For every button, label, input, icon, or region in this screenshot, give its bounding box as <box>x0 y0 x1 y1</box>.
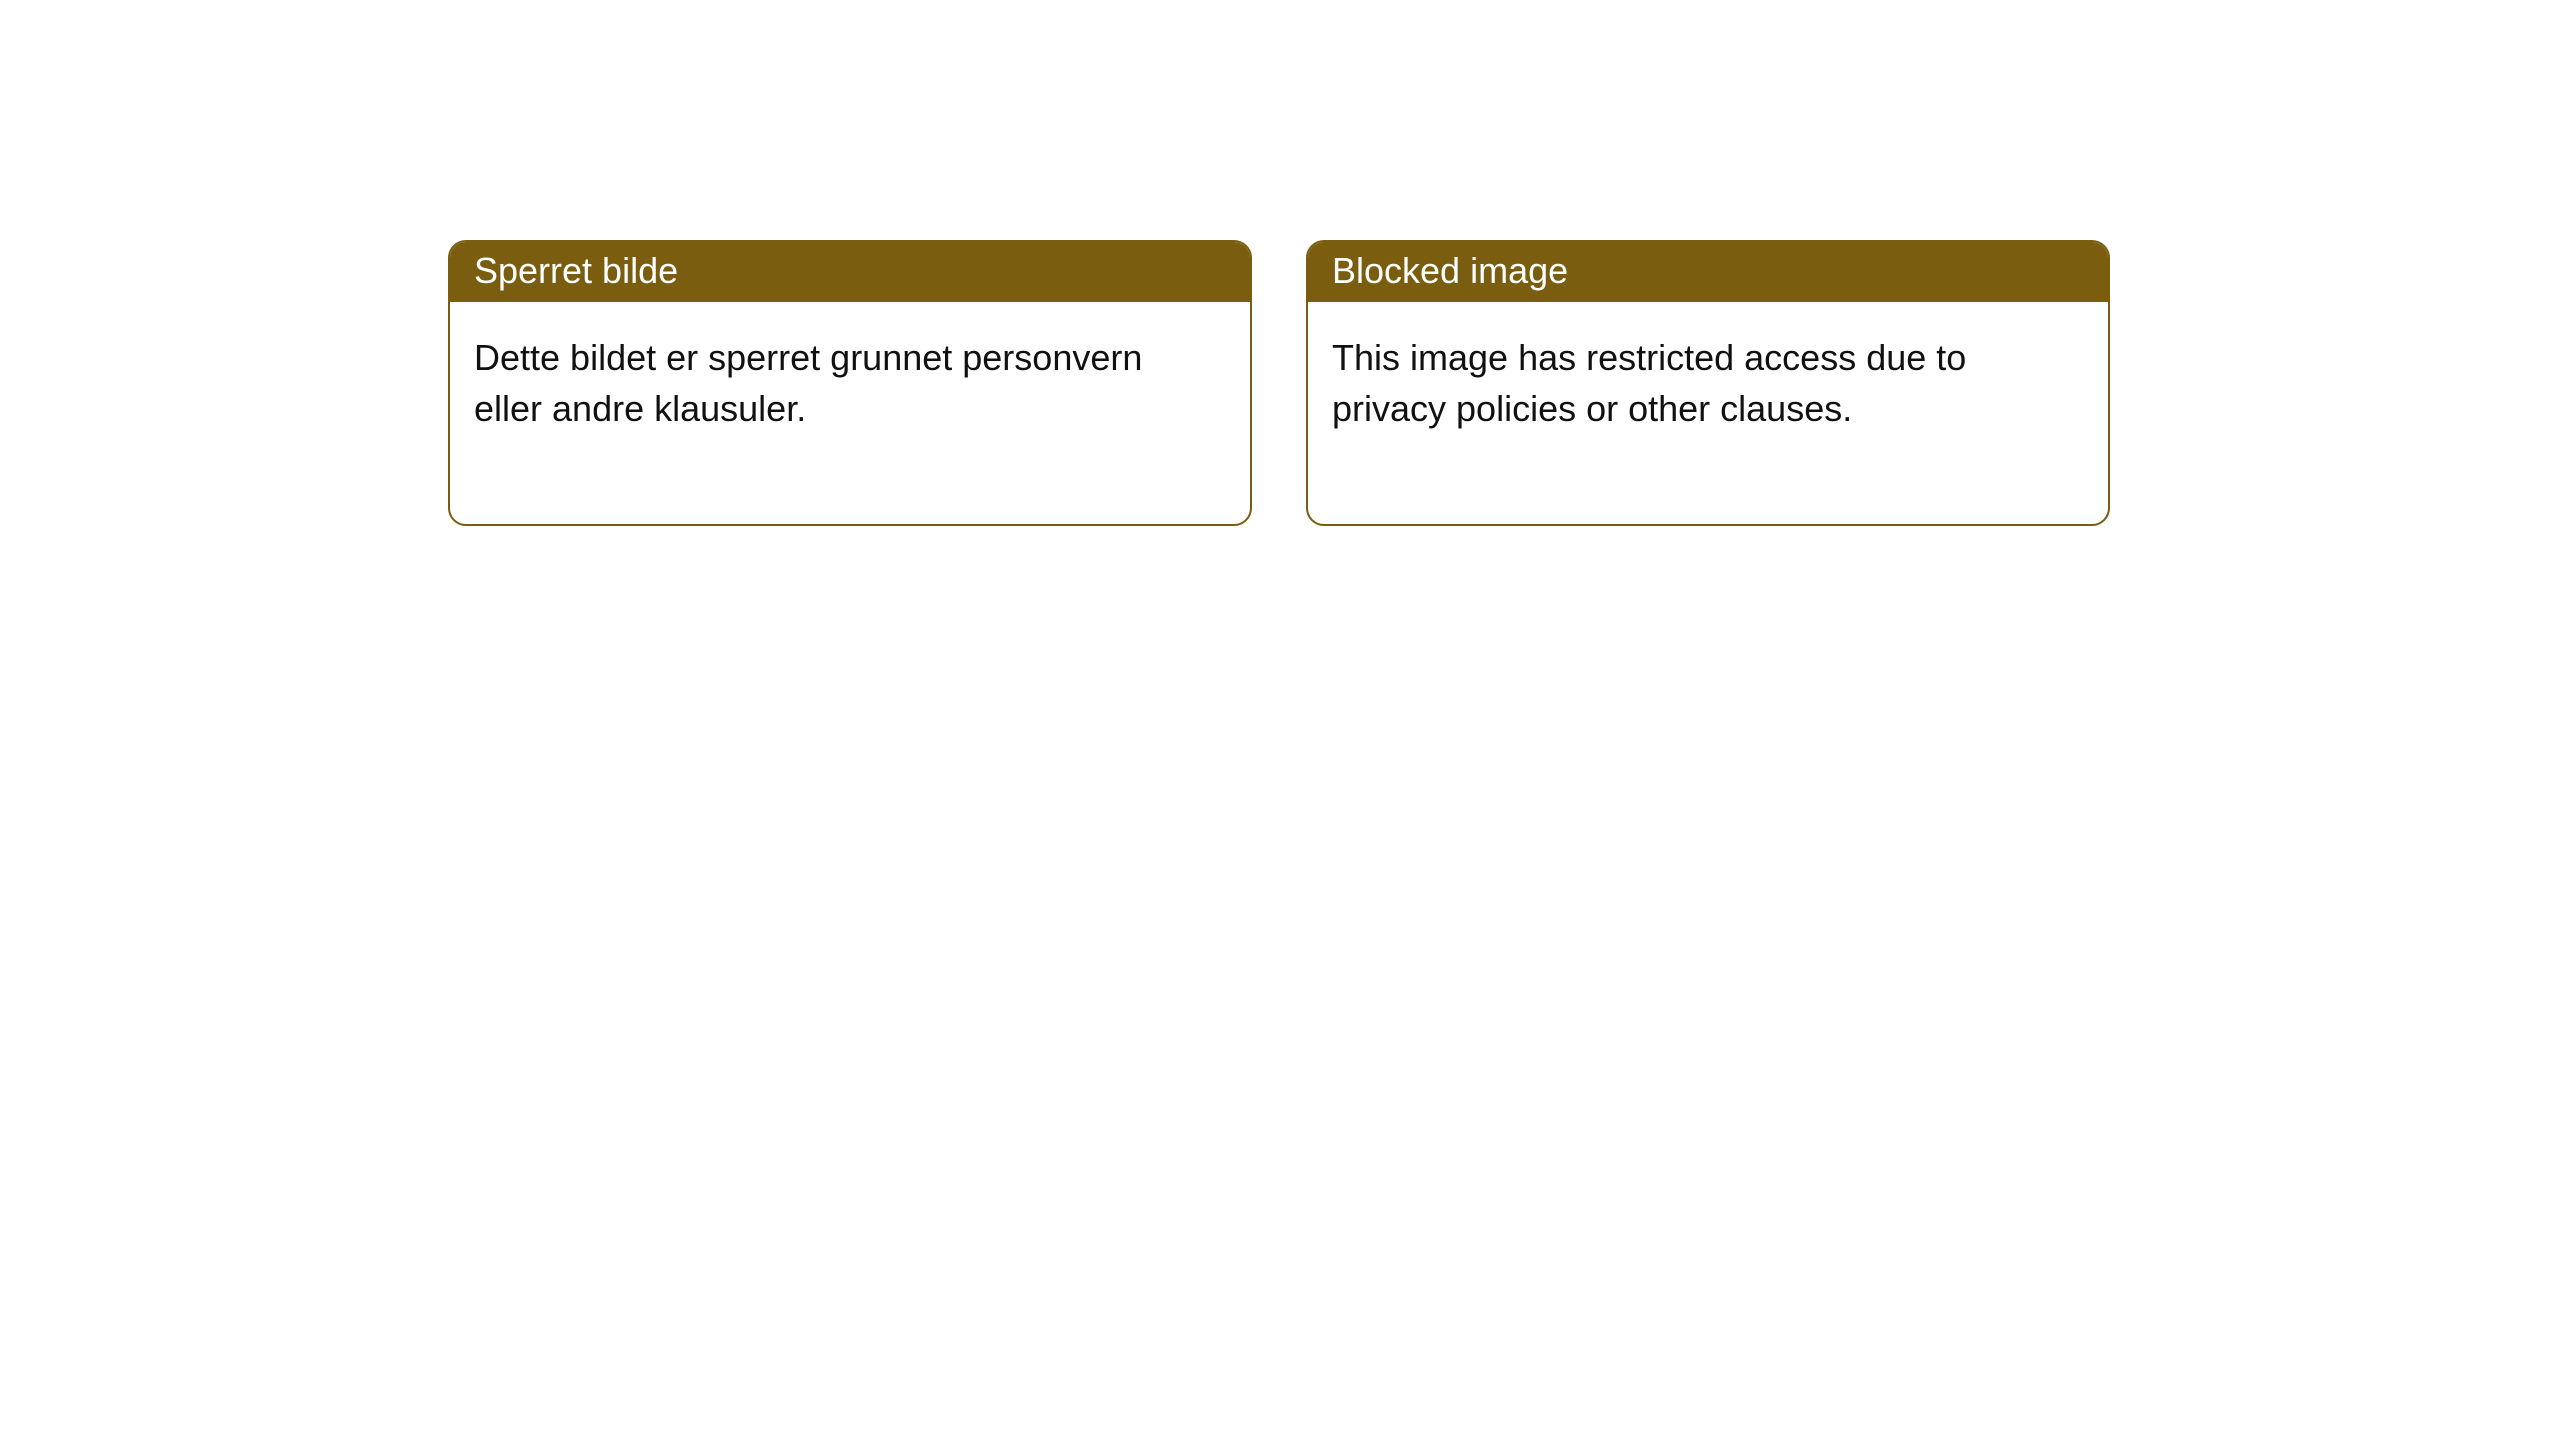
notice-card-en: Blocked image This image has restricted … <box>1306 240 2110 526</box>
notice-title-en: Blocked image <box>1308 242 2108 302</box>
notice-body-no: Dette bildet er sperret grunnet personve… <box>450 302 1170 524</box>
notice-title-no: Sperret bilde <box>450 242 1250 302</box>
notice-container: Sperret bilde Dette bildet er sperret gr… <box>0 0 2560 526</box>
notice-card-no: Sperret bilde Dette bildet er sperret gr… <box>448 240 1252 526</box>
notice-body-en: This image has restricted access due to … <box>1308 302 2028 524</box>
